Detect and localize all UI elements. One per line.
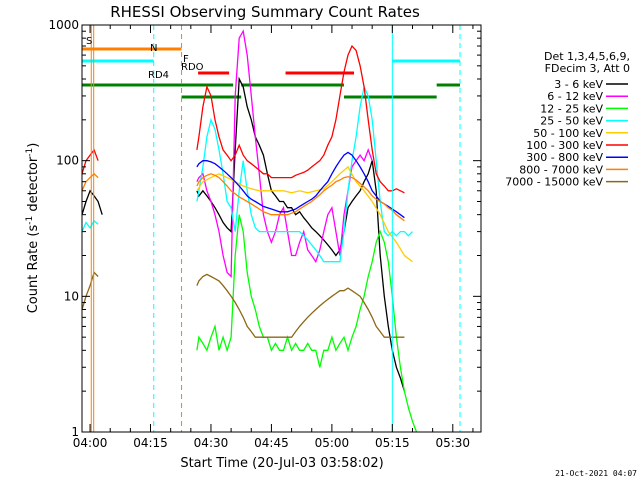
legend-entry-label: 6 - 12 keV xyxy=(547,90,603,103)
legend-entry-label: 50 - 100 keV xyxy=(533,127,603,140)
series-line xyxy=(82,271,405,338)
legend-entry-label: 300 - 800 keV xyxy=(526,151,603,164)
flag-label: F xyxy=(183,54,189,65)
observing-flag-bars xyxy=(82,47,461,99)
flag-label: RDO xyxy=(181,62,204,73)
series-line xyxy=(196,165,413,263)
x-axis-label: Start Time (20-Jul-03 03:58:02) xyxy=(180,456,383,471)
legend-entry-label: 100 - 300 keV xyxy=(526,139,603,152)
legend-header-line: Det 1,3,4,5,6,9, xyxy=(544,50,630,63)
y-axis: 1 10 100 1000 xyxy=(48,18,481,439)
series-line xyxy=(196,29,373,279)
plot-frame xyxy=(81,24,482,433)
legend-entry-label: 3 - 6 keV xyxy=(554,78,603,91)
flag-label: N xyxy=(150,43,157,54)
y-tick-label: 10 xyxy=(64,289,79,303)
x-axis: 04:00 04:15 04:30 04:45 05:00 05:15 05:30 xyxy=(73,25,474,450)
legend-header-line: FDecim 3, Att 0 xyxy=(545,62,630,75)
y-axis-label-mid: detector xyxy=(26,156,41,216)
x-tick-label: 05:00 xyxy=(315,436,350,450)
series-line xyxy=(82,76,406,392)
y-tick-label: 1000 xyxy=(48,18,79,32)
y-tick-label: 1 xyxy=(71,425,79,439)
y-tick-label: 100 xyxy=(56,154,79,168)
series-line xyxy=(196,214,418,432)
series-line xyxy=(196,151,405,219)
series-line xyxy=(82,84,413,263)
chart-title: RHESSI Observing Summary Count Rates xyxy=(110,3,420,21)
data-series-group xyxy=(82,29,418,432)
series-line xyxy=(82,44,405,194)
generation-timestamp: 21-Oct-2021 04:07 xyxy=(555,469,637,478)
legend: Det 1,3,4,5,6,9,FDecim 3, Att 0 3 - 6 keV… xyxy=(505,50,630,189)
x-tick-label: 04:45 xyxy=(254,436,289,450)
attenuator-marker-lines xyxy=(90,25,461,432)
x-tick-label: 04:00 xyxy=(73,436,108,450)
series-line xyxy=(82,172,405,222)
flag-label: S xyxy=(86,36,92,47)
y-axis-label: Count Rate (s-1 detector-1) xyxy=(25,143,41,314)
legend-entry-label: 25 - 50 keV xyxy=(540,115,603,128)
flag-label: RD4 xyxy=(148,70,169,81)
y-axis-label-sup1: -1 xyxy=(25,216,35,225)
y-axis-label-main: Count Rate (s xyxy=(26,225,41,314)
x-tick-label: 05:30 xyxy=(435,436,470,450)
y-axis-label-end: ) xyxy=(26,143,41,148)
legend-entry-label: 7000 - 15000 keV xyxy=(505,176,603,189)
legend-entry-label: 12 - 25 keV xyxy=(540,102,603,115)
x-tick-label: 05:15 xyxy=(375,436,410,450)
x-tick-label: 04:30 xyxy=(194,436,229,450)
y-axis-label-sup2: -1 xyxy=(25,148,35,157)
legend-entry-label: 800 - 7000 keV xyxy=(519,163,603,176)
x-tick-label: 04:15 xyxy=(133,436,168,450)
